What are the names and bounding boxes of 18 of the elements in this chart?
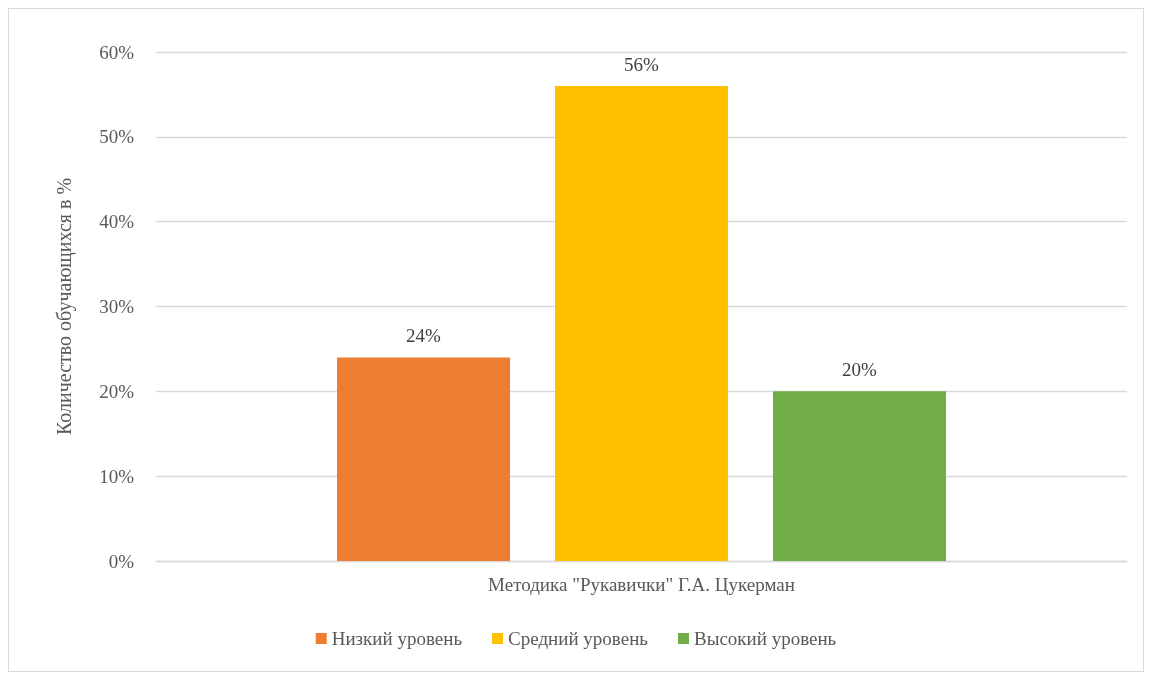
bar xyxy=(337,357,511,561)
legend-label: Средний уровень xyxy=(508,628,649,649)
bar xyxy=(772,391,946,561)
data-label: 24% xyxy=(406,325,442,347)
data-label: 20% xyxy=(842,359,878,381)
x-tick-label: Методика "Рукавички" Г.А. Цукерман xyxy=(488,574,795,595)
y-tick-label: 20% xyxy=(99,380,135,402)
y-tick-label: 0% xyxy=(108,550,135,572)
y-tick-label: 60% xyxy=(99,41,135,63)
y-tick-label: 10% xyxy=(99,465,135,487)
legend-label: Низкий уровень xyxy=(331,628,463,649)
data-label: 56% xyxy=(624,53,660,75)
y-axis-title: Количество обучающихся в % xyxy=(53,177,76,436)
y-tick-label: 30% xyxy=(99,296,135,317)
y-tick-label: 40% xyxy=(99,211,135,233)
bar xyxy=(555,85,728,561)
legend-label: Высокий уровень xyxy=(693,628,837,649)
y-tick-label: 50% xyxy=(99,126,135,148)
